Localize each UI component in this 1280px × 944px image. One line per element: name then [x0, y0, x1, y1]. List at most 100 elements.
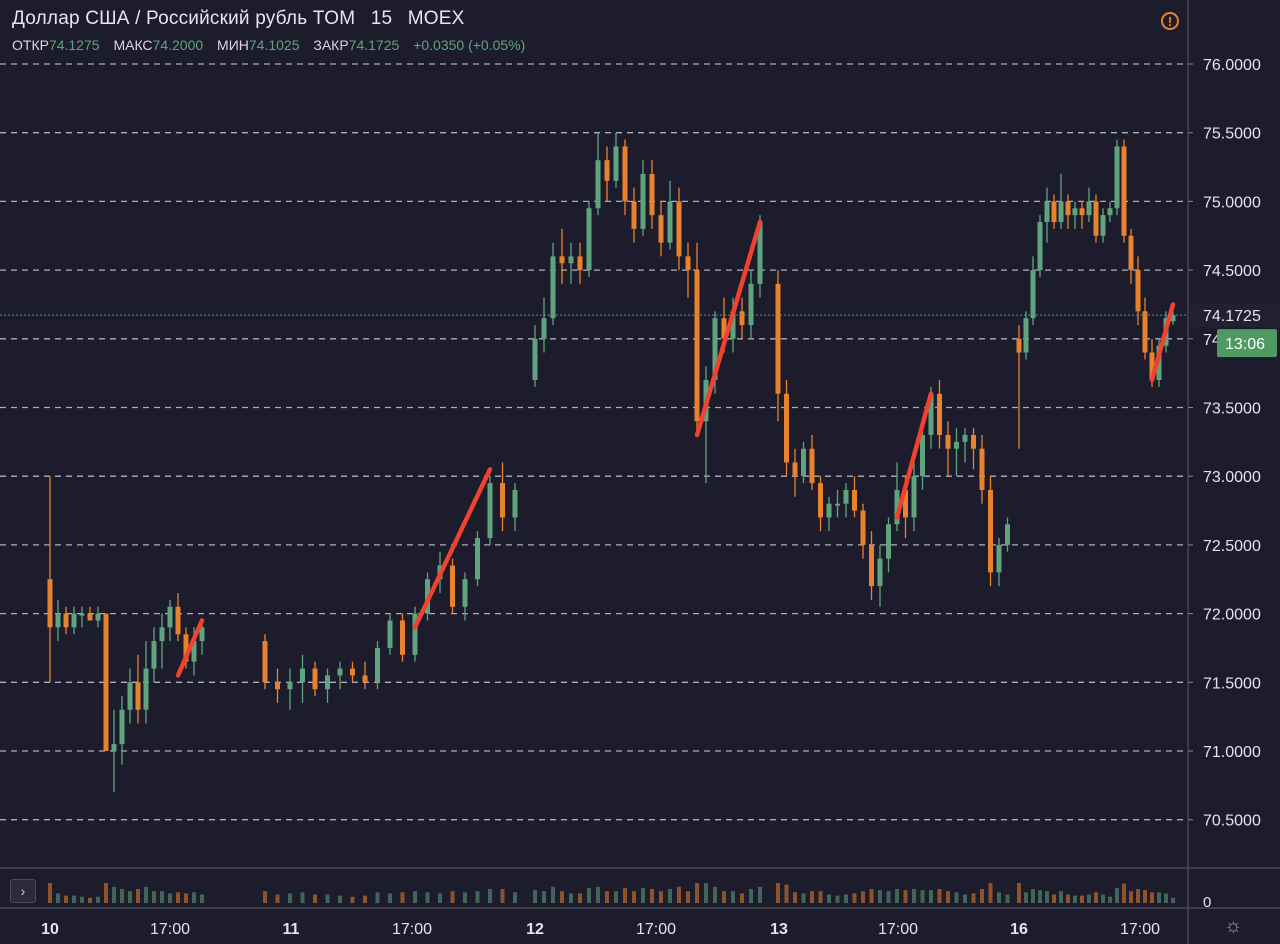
candle[interactable]	[532, 325, 538, 387]
candle[interactable]	[337, 661, 343, 690]
candle[interactable]	[175, 592, 181, 642]
candle[interactable]	[631, 187, 637, 243]
gear-icon[interactable]: ☼	[1224, 915, 1243, 937]
candle[interactable]	[676, 187, 682, 271]
candle[interactable]	[622, 139, 628, 216]
candle[interactable]	[894, 462, 900, 532]
candle[interactable]	[1044, 187, 1050, 243]
candle[interactable]	[1072, 201, 1078, 229]
trendline[interactable]	[694, 219, 763, 438]
candle[interactable]	[1114, 139, 1120, 216]
candle[interactable]	[375, 641, 380, 690]
candle[interactable]	[87, 606, 93, 621]
candle[interactable]	[1030, 256, 1036, 326]
candle[interactable]	[784, 380, 789, 477]
candle[interactable]	[703, 366, 709, 484]
candle[interactable]	[945, 421, 951, 477]
candle[interactable]	[843, 483, 849, 518]
candle[interactable]	[275, 668, 280, 703]
candle[interactable]	[350, 661, 355, 683]
candle[interactable]	[911, 462, 917, 532]
candle[interactable]	[127, 668, 133, 724]
candle[interactable]	[568, 242, 574, 284]
candle[interactable]	[312, 661, 318, 697]
candlesticks[interactable]	[47, 132, 1176, 793]
warning-icon[interactable]: !	[1161, 12, 1179, 30]
candle[interactable]	[1065, 194, 1071, 229]
trendlines[interactable]	[175, 219, 1176, 678]
candle[interactable]	[775, 270, 781, 422]
trendline[interactable]	[894, 391, 934, 520]
candle[interactable]	[577, 242, 583, 284]
candle[interactable]	[954, 428, 959, 477]
candle[interactable]	[199, 620, 205, 655]
candle[interactable]	[801, 441, 806, 484]
candle[interactable]	[111, 709, 117, 793]
candle[interactable]	[550, 242, 556, 326]
candle[interactable]	[1037, 215, 1043, 277]
candle[interactable]	[135, 654, 141, 724]
candle[interactable]	[450, 558, 455, 614]
candle[interactable]	[826, 496, 832, 532]
candle[interactable]	[103, 613, 109, 751]
candle[interactable]	[988, 476, 993, 587]
candle[interactable]	[586, 201, 592, 277]
candle[interactable]	[71, 606, 77, 635]
candle[interactable]	[835, 489, 840, 518]
candle[interactable]	[1128, 228, 1134, 284]
candle[interactable]	[996, 538, 1002, 587]
candle[interactable]	[1023, 311, 1029, 360]
candle[interactable]	[1142, 297, 1148, 360]
candle[interactable]	[287, 668, 293, 710]
candle[interactable]	[1107, 201, 1113, 223]
candle[interactable]	[1058, 173, 1064, 229]
candle[interactable]	[869, 531, 874, 600]
candle[interactable]	[1093, 194, 1099, 243]
candle[interactable]	[541, 297, 547, 353]
candle[interactable]	[475, 531, 480, 587]
candle[interactable]	[1016, 325, 1022, 449]
candle[interactable]	[920, 428, 925, 490]
trendline[interactable]	[1149, 302, 1176, 383]
candle[interactable]	[1086, 187, 1092, 223]
symbol-title-row[interactable]: Доллар США / Российский рубль TOM 15 MOE…	[12, 8, 535, 30]
candle[interactable]	[852, 476, 857, 518]
candle[interactable]	[300, 654, 305, 703]
candle[interactable]	[487, 476, 493, 545]
candle[interactable]	[500, 462, 505, 532]
trendline[interactable]	[412, 467, 493, 630]
chevron-right-icon[interactable]: ›	[10, 879, 36, 903]
candle[interactable]	[613, 132, 619, 188]
candle[interactable]	[809, 434, 815, 490]
candle[interactable]	[143, 641, 149, 724]
candle[interactable]	[1121, 139, 1127, 243]
symbol-name[interactable]: Доллар США / Российский рубль TOM	[12, 8, 356, 29]
candle[interactable]	[658, 201, 664, 257]
candle[interactable]	[649, 160, 655, 229]
candle[interactable]	[685, 242, 691, 298]
candle[interactable]	[79, 606, 85, 628]
candle[interactable]	[886, 517, 891, 573]
candle[interactable]	[362, 661, 368, 690]
trendline[interactable]	[175, 618, 205, 678]
candle[interactable]	[748, 270, 754, 339]
interval-label[interactable]: 15	[370, 8, 393, 29]
candle[interactable]	[412, 606, 418, 662]
candle[interactable]	[739, 297, 745, 339]
candle[interactable]	[325, 668, 330, 703]
candle[interactable]	[604, 146, 610, 202]
candle[interactable]	[95, 606, 101, 628]
candle[interactable]	[971, 428, 976, 470]
candle[interactable]	[119, 696, 125, 765]
candle[interactable]	[1170, 311, 1176, 325]
candle[interactable]	[55, 599, 61, 642]
candle[interactable]	[860, 503, 866, 559]
candle[interactable]	[792, 448, 798, 497]
candle[interactable]	[462, 572, 468, 621]
candle[interactable]	[559, 228, 565, 284]
candle[interactable]	[262, 634, 268, 690]
candle[interactable]	[387, 613, 393, 655]
candle[interactable]	[979, 434, 985, 504]
candle[interactable]	[937, 380, 942, 449]
